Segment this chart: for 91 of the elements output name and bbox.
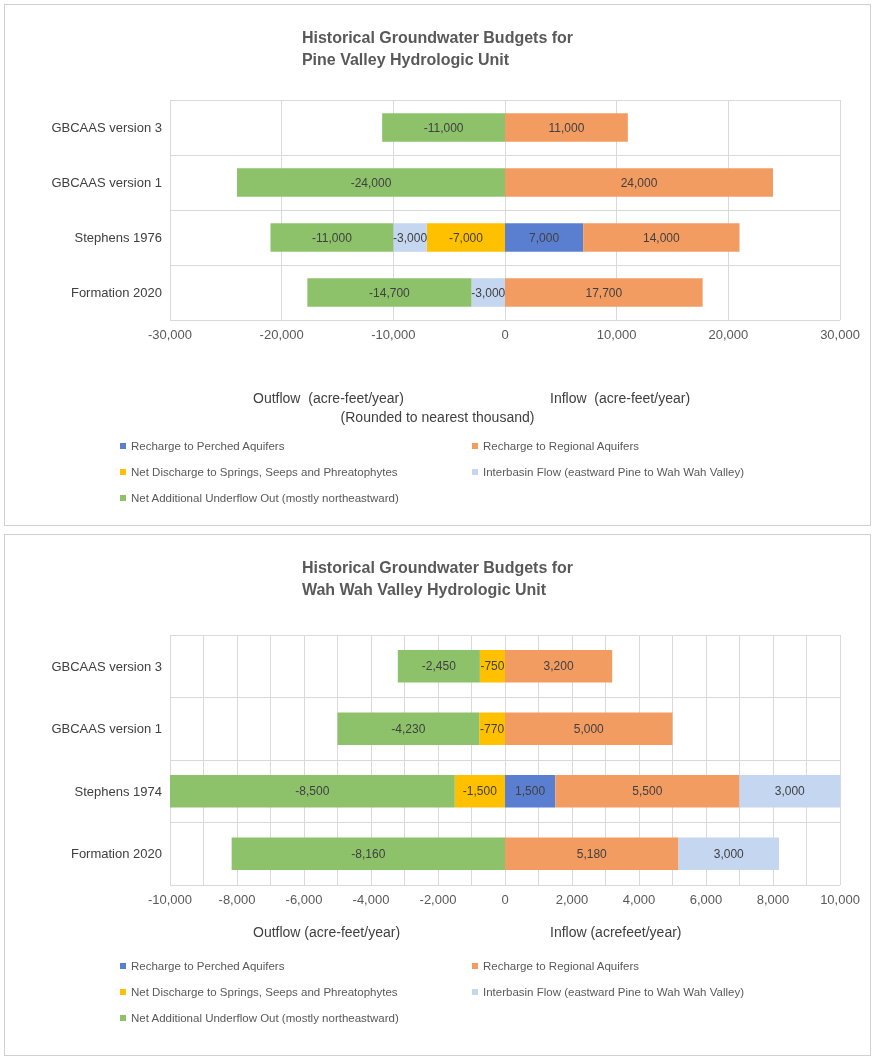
y-tick-label: GBCAAS version 1 [51,721,162,737]
data-label: -3,000 [471,285,506,300]
data-label: -7,000 [448,230,484,245]
x-tick-label: 0 [501,892,509,907]
x-tick-label: -8,000 [218,892,256,907]
x-axis-title: Outflow (acre-feet/year) [253,390,404,406]
legend-label: Recharge to Regional Aquifers [483,960,640,972]
legend-label: Net Additional Underflow Out (mostly northeastward) [131,492,399,504]
x-tick-label: 2,000 [555,892,589,907]
bar [454,775,505,808]
bar [505,278,703,307]
x-tick-label: 6,000 [689,892,723,907]
x-axis-title: Outflow (acre-feet/year) [253,924,401,940]
data-label: 5,500 [632,784,663,799]
data-label: -14,700 [369,285,411,300]
bar [426,223,505,252]
bar [397,650,480,683]
y-tick-label: GBCAAS version 1 [51,175,162,190]
data-label: -8,160 [351,846,386,861]
data-label: -770 [480,721,505,736]
bar [505,113,628,142]
x-tick-label: 4,000 [622,892,656,907]
data-label: -4,230 [391,721,426,736]
x-tick-label: -2,000 [419,892,457,907]
bar [678,837,780,870]
data-label: 1,500 [515,784,546,799]
data-label: 14,000 [642,230,681,245]
text: Inflow (acrefeet/year) [550,924,682,940]
y-tick-label: GBCAAS version 3 [51,120,162,135]
y-tick-label: Formation 2020 [70,846,162,862]
x-tick-label: 30,000 [820,327,860,342]
bar [505,650,613,683]
bar [505,223,584,252]
x-tick-label: -6,000 [285,892,323,907]
data-label: -2,450 [421,659,457,674]
y-tick-label: Stephens 1976 [74,230,162,245]
data-label: 7,000 [529,230,560,245]
x-tick-label: 0 [501,327,509,342]
x-tick-label: 8,000 [756,892,790,907]
x-tick-label: -10,000 [147,892,193,907]
data-label: -3,000 [393,230,428,245]
data-label: -24,000 [350,175,392,190]
chart-title: Historical Groundwater Budgets for Pine Valley Hydrologic Unit [301,28,574,68]
bar [505,168,773,197]
legend-label: Recharge to Perched Aquifers [131,960,285,972]
text: Inflow (acre-feet/year) [550,390,691,406]
data-label: -11,000 [312,230,353,245]
data-label: 5,180 [576,846,608,861]
bar [170,775,455,808]
legend-label: Interbasin Flow (eastward Pine to Wah Wah Valley) [483,986,745,998]
x-tick-label: -20,000 [259,327,304,342]
bar [505,775,556,808]
bar [337,712,480,745]
y-tick-label: Stephens 1974 [74,783,162,799]
bar [382,113,505,142]
data-label: 3,000 [774,784,806,799]
bar [237,168,505,197]
bar [307,278,472,307]
bar [270,223,394,252]
legend-label: Recharge to Regional Aquifers [483,440,640,452]
data-label: 5,000 [573,721,605,736]
y-tick-label: Formation 2020 [70,285,162,300]
bar [555,775,740,808]
bar [505,837,679,870]
data-label: 11,000 [548,120,585,135]
bar [231,837,505,870]
legend-label: Net Discharge to Springs, Seeps and Phreatophytes [131,466,398,478]
chart-title: Historical Groundwater Budgets for Wah Wah Valley Hydrologic Unit [301,558,574,598]
legend-label: Net Additional Underflow Out (mostly northeastward) [131,1012,399,1024]
x-tick-label: 10,000 [820,892,860,907]
data-label: -8,500 [295,784,330,799]
data-label: -1,500 [462,784,498,799]
data-label: 17,700 [585,285,623,300]
bar [739,775,840,808]
x-tick-label: -30,000 [147,327,193,342]
data-label: 3,000 [713,846,745,861]
x-tick-label: -4,000 [352,892,390,907]
y-tick-label: GBCAAS version 3 [51,658,162,674]
legend-label: Net Discharge to Springs, Seeps and Phreatophytes [131,986,398,998]
data-label: -11,000 [423,120,464,135]
bar [583,223,740,252]
legend-label: Recharge to Perched Aquifers [131,440,285,452]
text: (Rounded to nearest thousand) [340,409,535,425]
bar [505,712,673,745]
x-tick-label: -10,000 [371,327,416,342]
data-label: -750 [480,659,505,674]
x-tick-label: 10,000 [596,327,637,342]
x-tick-label: 20,000 [708,327,749,342]
legend-label: Interbasin Flow (eastward Pine to Wah Wah Valley) [483,466,745,478]
data-label: 24,000 [620,175,658,190]
data-label: 3,200 [543,659,574,674]
